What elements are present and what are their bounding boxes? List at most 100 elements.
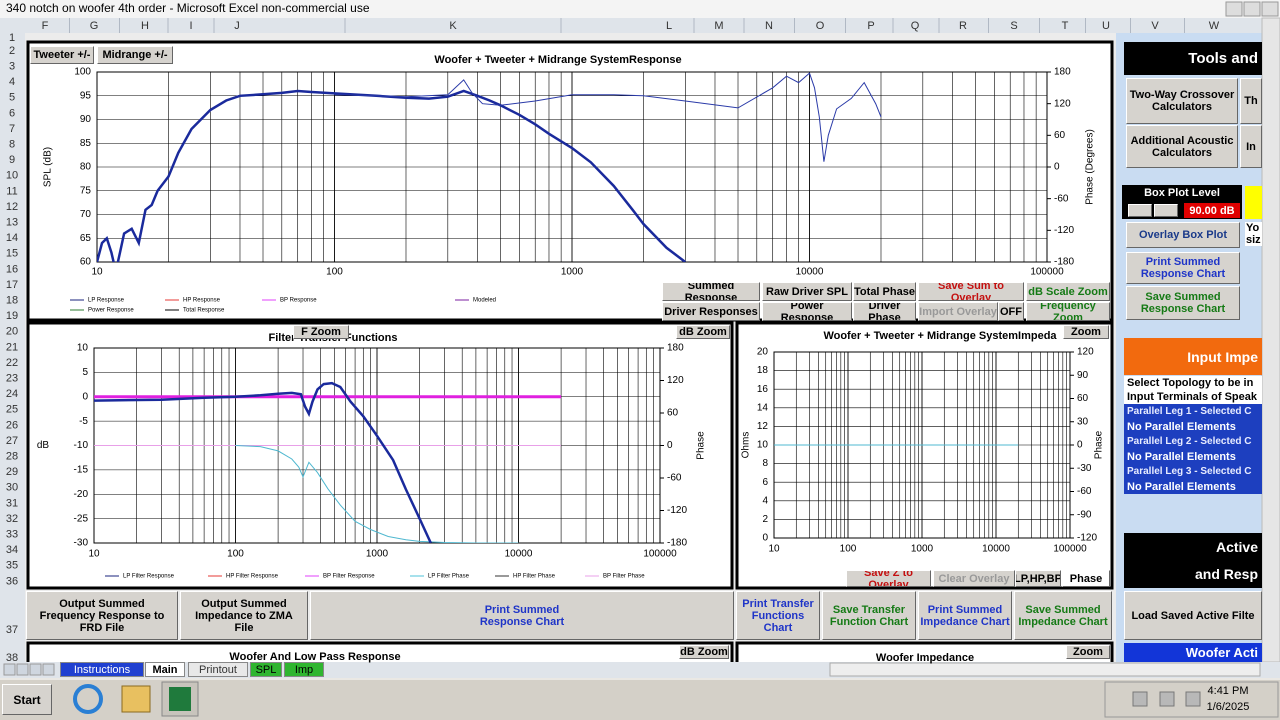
button[interactable]: Save Sum to Overlay (918, 282, 1024, 301)
button[interactable]: Output Summed Impedance to ZMA File (180, 591, 308, 640)
horizontal-scrollbar (829, 662, 1261, 677)
x-tick-label: 1000 (366, 549, 389, 560)
y2-tick-label: 180 (1054, 67, 1071, 78)
button[interactable]: Phase (1062, 570, 1110, 587)
button[interactable]: dB Zoom (679, 645, 729, 659)
column-header: V (1151, 20, 1159, 32)
button[interactable]: Frequency Zoom (1026, 302, 1110, 321)
y-tick-label: 100 (74, 67, 91, 78)
y2-tick-label: 60 (1077, 393, 1089, 404)
y2-tick-label: 120 (1077, 347, 1094, 358)
button[interactable]: Print Summed Response Chart (310, 591, 734, 640)
button[interactable]: Tweeter +/- (30, 46, 94, 64)
button[interactable]: Driver Responses (662, 302, 760, 321)
button[interactable]: Overlay Box Plot (1126, 222, 1240, 248)
chart-impedance: 0 2 4 6 8 10 12 14 16 18 20 -120 -90 -60 -30 0 30 60 90 120… (741, 330, 1105, 555)
button[interactable]: Power Response (762, 302, 852, 321)
y-tick-label: 0 (82, 391, 88, 402)
row-header: 11 (6, 185, 17, 197)
row-header: 33 (6, 529, 18, 541)
window-control (1243, 1, 1261, 17)
button[interactable]: Load Saved Active Filte (1124, 591, 1262, 640)
tab-nav (3, 663, 16, 676)
button[interactable]: Raw Driver SPL (762, 282, 852, 301)
y2-tick-label: -120 (1054, 225, 1074, 236)
y-tick-label: 90 (80, 114, 92, 125)
legend-label: HP Filter Response (226, 574, 279, 580)
y-tick-label: 8 (762, 458, 768, 469)
row-header: 13 (6, 217, 18, 229)
button[interactable]: Two-Way Crossover Calculators (1126, 78, 1238, 124)
y-tick-label: 95 (80, 90, 92, 101)
panel-text: No Parallel Elements (1124, 449, 1262, 464)
button[interactable]: In (1240, 125, 1262, 168)
y-tick-label: 85 (80, 138, 92, 149)
button[interactable]: OFF (998, 302, 1024, 321)
row-header: 20 (6, 326, 18, 338)
row-header: 22 (6, 357, 18, 369)
window-title: 340 notch on woofer 4th order - Microsof… (6, 1, 370, 15)
y2-tick-label: 60 (1054, 130, 1066, 141)
button[interactable]: Save Summed Impedance Chart (1014, 591, 1112, 640)
row-header: 15 (6, 248, 18, 260)
row-header: 8 (9, 139, 15, 151)
button[interactable]: Print Summed Response Chart (1126, 252, 1240, 284)
plot-border (96, 71, 1048, 263)
spin-right[interactable] (1154, 204, 1178, 217)
row-header: 26 (6, 419, 18, 431)
row-header: 19 (6, 310, 18, 322)
button[interactable]: Save Transfer Function Chart (822, 591, 916, 640)
column-header: J (234, 20, 240, 32)
y2-axis-label: Phase (Degrees) (1085, 129, 1096, 205)
chart-title: Woofer Impedance (875, 652, 975, 664)
row-header: 6 (9, 107, 15, 119)
legend-label: LP Response (88, 298, 125, 304)
button[interactable]: Zoom (1063, 325, 1109, 339)
button[interactable]: Midrange +/- (97, 46, 173, 64)
sheet-tab[interactable]: Imp (284, 662, 324, 677)
panel-text: No Parallel Elements (1124, 479, 1262, 494)
panel-text: siz (1245, 234, 1262, 246)
button[interactable]: LP,HP,BP (1015, 570, 1061, 587)
y-tick-label: -5 (79, 416, 88, 427)
button[interactable]: dB Scale Zoom (1026, 282, 1110, 301)
button[interactable]: dB Zoom (676, 325, 730, 339)
button[interactable]: Additional Acoustic Calculators (1126, 125, 1238, 168)
x-tick-label: 100 (840, 544, 857, 555)
sheet-tab[interactable]: Instructions (60, 662, 144, 677)
legend-label: BP Response (280, 298, 317, 304)
start-button[interactable]: Start (2, 684, 52, 715)
button[interactable]: Print Transfer Functions Chart (736, 591, 820, 640)
y-tick-label: 5 (82, 367, 88, 378)
spin-left[interactable] (1128, 204, 1152, 217)
button[interactable]: Clear Overlay (933, 570, 1015, 587)
button[interactable]: Import Overlay (918, 302, 998, 321)
sheet-tab[interactable]: SPL (250, 662, 282, 677)
sheet-tab[interactable]: Printout (188, 662, 248, 677)
sheet-tab[interactable]: Main (145, 662, 185, 677)
button[interactable]: Save Z to Overlay (846, 570, 931, 587)
button[interactable]: Th (1240, 78, 1262, 124)
panel-text: Input Terminals of Speak (1124, 390, 1262, 404)
button[interactable]: Total Phase (853, 282, 916, 301)
row-header: 4 (9, 76, 15, 88)
legend-label: Power Response (88, 308, 134, 314)
button[interactable]: Driver Phase (853, 302, 916, 321)
tab-nav (16, 663, 29, 676)
button[interactable]: F Zoom (293, 325, 349, 339)
row-header: 16 (6, 263, 18, 275)
y2-tick-label: 120 (667, 375, 684, 386)
x-tick-label: 10 (91, 267, 103, 278)
row-header-bar (0, 33, 25, 662)
y2-axis-label: Phase (1094, 430, 1105, 459)
button[interactable]: Save Summed Response Chart (1126, 286, 1240, 320)
button[interactable]: Zoom (1066, 645, 1110, 659)
panel-header: Woofer Acti (1124, 643, 1262, 662)
chart-title: Woofer And Low Pass Response (229, 651, 401, 663)
button[interactable]: Output Summed Frequency Response to FRD … (26, 591, 178, 640)
x-tick-label: 100 (227, 549, 244, 560)
y-tick-label: 80 (80, 162, 92, 173)
legend-label: LP Filter Response (123, 574, 175, 580)
button[interactable]: Print Summed Impedance Chart (918, 591, 1012, 640)
button[interactable]: Summed Response (662, 282, 760, 301)
